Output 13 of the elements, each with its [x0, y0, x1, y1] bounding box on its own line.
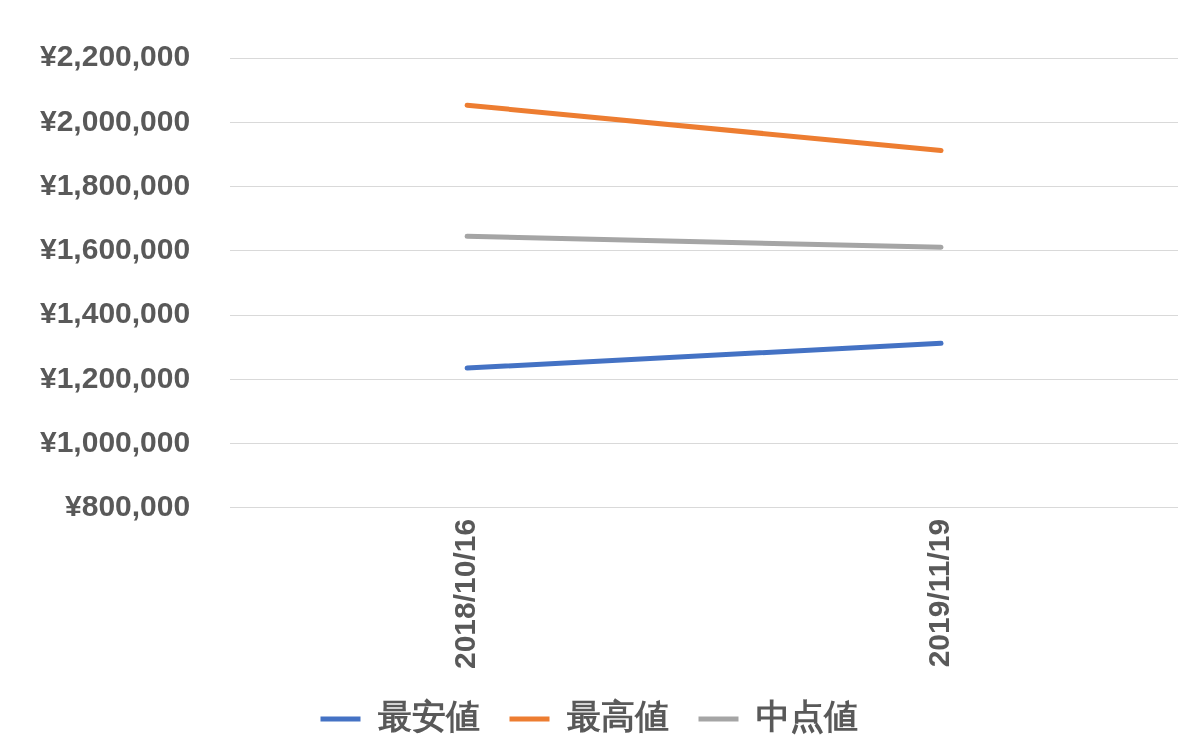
y-tick-label: ¥1,200,000: [39, 360, 191, 394]
legend-label: 最安値: [377, 697, 480, 736]
x-tick-label: 2019/11/19: [922, 518, 956, 668]
y-tick-label: ¥2,200,000: [39, 39, 191, 73]
y-tick-label: ¥1,000,000: [39, 424, 191, 458]
y-tick-label: ¥2,000,000: [39, 103, 191, 137]
legend-label: 中点値: [755, 697, 858, 736]
y-tick-label: ¥800,000: [65, 489, 191, 523]
x-tick-label: 2018/10/16: [448, 518, 482, 670]
legend-label: 最高値: [566, 697, 669, 736]
y-tick-label: ¥1,600,000: [39, 232, 191, 266]
y-tick-label: ¥1,400,000: [39, 296, 191, 330]
y-tick-label: ¥1,800,000: [39, 167, 191, 201]
